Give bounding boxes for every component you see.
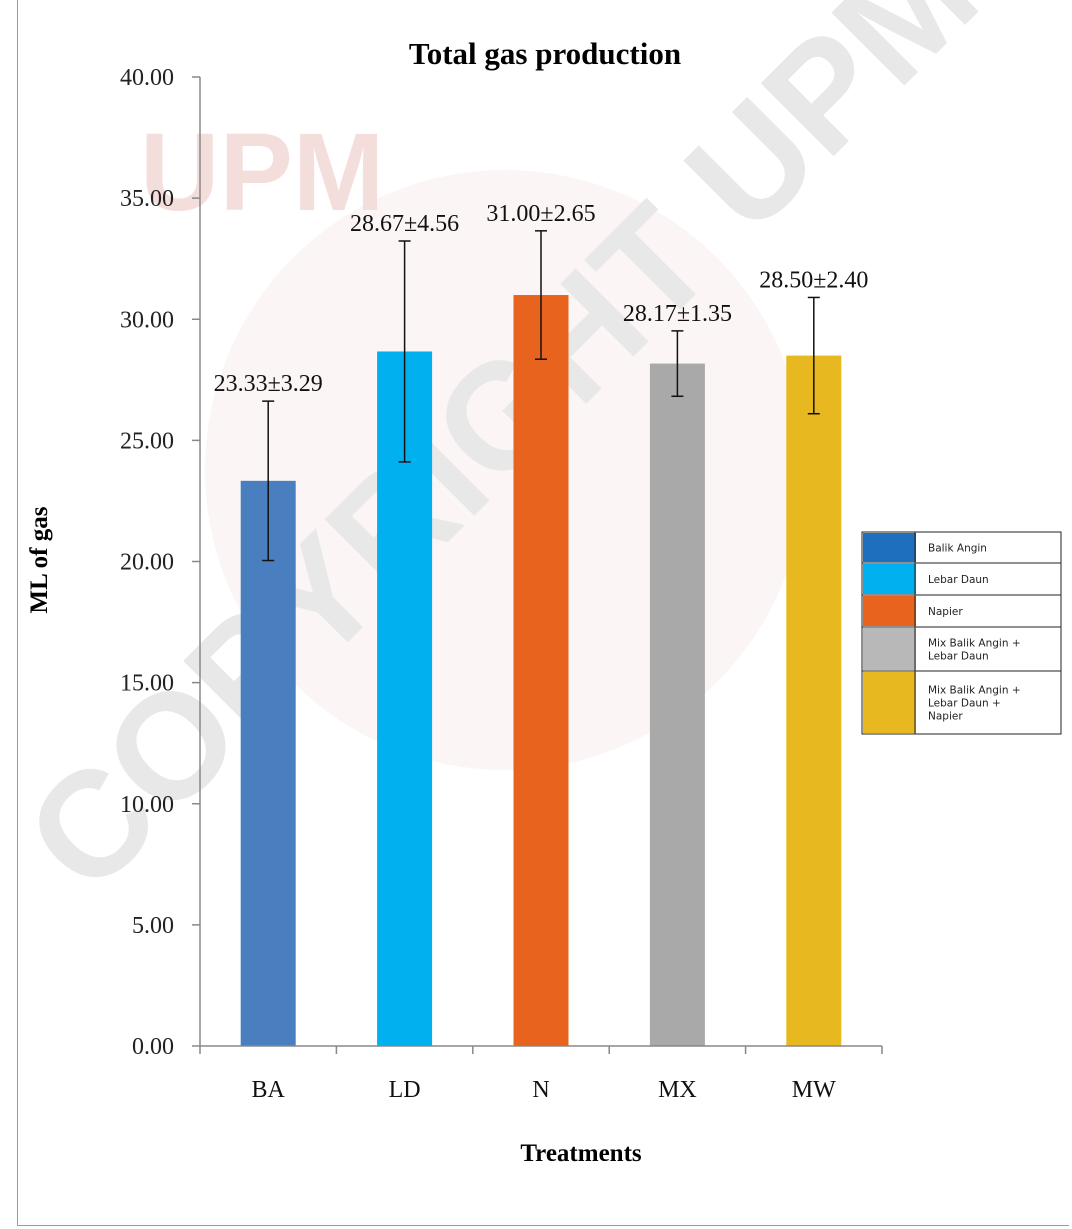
y-tick-label: 10.00: [120, 792, 174, 818]
legend-item: Napier: [861, 594, 1062, 628]
x-axis-title: Treatments: [520, 1140, 642, 1167]
legend-label: Lebar Daun +: [928, 698, 1001, 710]
legend-label: Napier: [928, 711, 963, 723]
data-label-mw: 28.50±2.40: [759, 267, 868, 293]
chart-frame: [17, 0, 1069, 1226]
y-tick-label: 20.00: [120, 550, 174, 576]
data-labels: 23.33±3.29 BA 28.67±4.56 LD 31.00±2.65 N 28.17…: [214, 201, 869, 1103]
legend-item: Balik Angin: [861, 531, 1062, 564]
error-bar-n: [535, 230, 547, 360]
data-label-mx: 28.17±1.35: [623, 301, 732, 327]
legend-swatch: [863, 533, 916, 562]
legend-label: Lebar Daun: [928, 574, 989, 586]
y-tick-label: 40.00: [120, 65, 174, 91]
x-tick-label: MX: [658, 1077, 697, 1103]
data-label-ba: 23.33±3.29: [214, 371, 323, 397]
error-bar-mw: [807, 296, 820, 415]
bar-ld: [377, 351, 433, 1046]
y-tick-label: 25.00: [120, 428, 174, 454]
y-tick-label: 15.00: [120, 671, 174, 697]
legend-label: Mix Balik Angin +: [928, 638, 1021, 650]
data-label-n: 31.00±2.65: [486, 201, 595, 227]
y-tick-label: 35.00: [120, 186, 174, 212]
bar-mx: [649, 363, 705, 1046]
x-tick-label: BA: [252, 1077, 286, 1103]
bars: [240, 295, 842, 1046]
bar-ba: [240, 480, 296, 1046]
legend-swatch: [863, 628, 916, 670]
data-label-ld: 28.67±4.56: [350, 211, 459, 237]
legend-item: Lebar Daun: [861, 562, 1062, 596]
x-tick-label: N: [532, 1077, 549, 1103]
chart-title: Total gas production: [409, 36, 681, 71]
legend-item: Mix Balik Angin +Lebar Daun +Napier: [861, 670, 1062, 735]
legend-label: Lebar Daun: [928, 651, 989, 663]
error-bar-ba: [262, 400, 275, 562]
legend-item: Mix Balik Angin +Lebar Daun: [861, 626, 1062, 672]
y-tick-label: 5.00: [132, 913, 174, 939]
error-bars: [262, 230, 820, 562]
watermark-logo: UPM: [140, 111, 384, 234]
bar-n: [513, 295, 569, 1046]
legend-swatch: [863, 564, 916, 594]
y-tick-label: 30.00: [120, 307, 174, 333]
legend-label: Napier: [928, 606, 963, 618]
error-bar-ld: [398, 240, 411, 463]
legend-label: Mix Balik Angin +: [928, 685, 1021, 697]
y-tick-label: 0.00: [132, 1034, 174, 1060]
x-tick-label: LD: [389, 1077, 421, 1103]
axes: 0.00 5.00 10.00 15.00 20.00 25.00 30.00 35.00 40…: [120, 65, 883, 1060]
legend-label: Balik Angin: [928, 543, 987, 555]
y-axis-title: ML of gas: [26, 506, 53, 613]
bar-mw: [786, 355, 842, 1046]
legend-swatch: [863, 672, 916, 733]
legend-swatch: [863, 596, 916, 626]
error-bar-mx: [671, 330, 684, 398]
x-tick-label: MW: [792, 1077, 836, 1103]
